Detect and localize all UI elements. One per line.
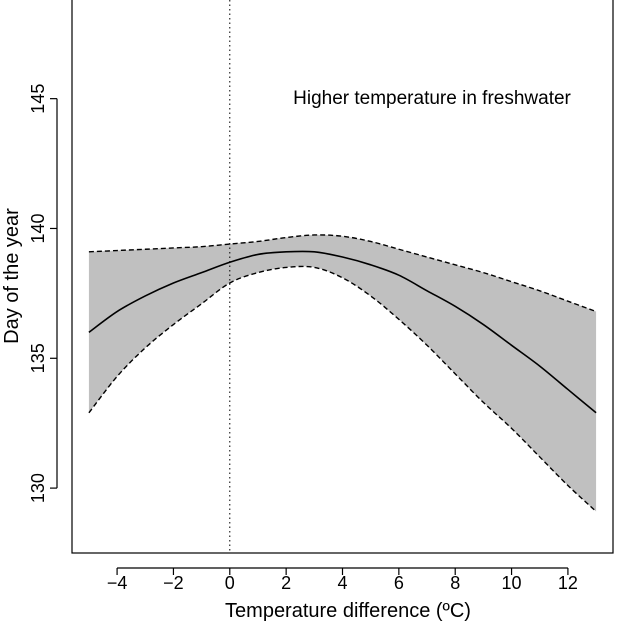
x-tick-label: 2 — [281, 573, 291, 593]
x-tick-label: −4 — [107, 573, 128, 593]
x-tick-label: 10 — [502, 573, 522, 593]
x-tick-label: −2 — [163, 573, 184, 593]
y-tick-label: 135 — [28, 343, 48, 373]
series-layer — [88, 234, 597, 512]
confidence-band — [88, 234, 597, 512]
x-tick-label: 8 — [450, 573, 460, 593]
annotation-label: Higher temperature in freshwater — [293, 88, 571, 109]
y-axis-title: Day of the year — [1, 208, 23, 344]
y-tick-label: 140 — [28, 213, 48, 243]
plot-frame — [71, 0, 614, 554]
x-axis-title: Temperature difference (ºC) — [225, 600, 471, 622]
y-tick-label: 145 — [28, 84, 48, 114]
x-tick-label: 0 — [225, 573, 235, 593]
fitted-line — [88, 250, 597, 414]
upper-bound-line — [88, 234, 597, 313]
confidence-band-layer — [88, 234, 597, 512]
lower-bound-line — [88, 265, 597, 512]
x-tick-label: 12 — [558, 573, 578, 593]
x-tick-label: 4 — [337, 573, 347, 593]
y-axis: 130 135 140 145 — [28, 84, 58, 503]
x-tick-label: 6 — [394, 573, 404, 593]
x-axis: −4 −2 0 2 4 6 8 10 12 — [107, 567, 578, 593]
y-tick-label: 130 — [28, 473, 48, 503]
